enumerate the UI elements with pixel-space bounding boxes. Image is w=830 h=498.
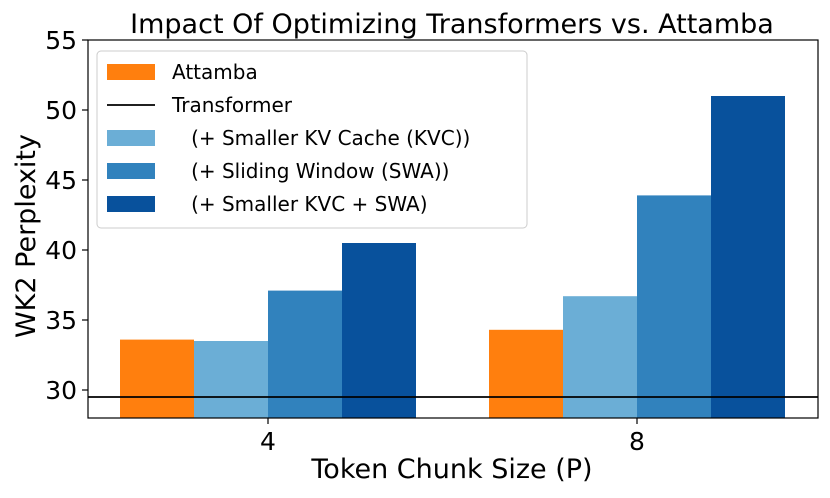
legend: Attamba Transformer (+ Smaller KV Cache (… <box>96 50 528 229</box>
y-tick-label: 50 <box>45 96 77 125</box>
bar-series-3-cat-4 <box>268 290 342 418</box>
legend-label: Transformer <box>171 93 293 117</box>
y-tick-label: 40 <box>45 236 77 265</box>
y-axis: 30 35 40 45 50 55 <box>45 26 88 405</box>
x-axis-label: Token Chunk Size (P) <box>310 454 592 485</box>
legend-swatch <box>107 64 155 80</box>
legend-label: Attamba <box>172 60 258 84</box>
legend-swatch <box>107 163 155 179</box>
legend-label: (+ Smaller KVC + SWA) <box>172 192 428 216</box>
y-tick-label: 45 <box>45 166 77 195</box>
bar-series-4-cat-8 <box>711 96 785 418</box>
legend-label: (+ Sliding Window (SWA)) <box>172 159 449 183</box>
y-tick-label: 35 <box>45 306 77 335</box>
legend-swatch <box>107 130 155 146</box>
bar-series-3-cat-8 <box>637 195 711 418</box>
bar-series-2-cat-4 <box>194 341 268 418</box>
x-tick-label: 4 <box>260 427 276 456</box>
plot-frame <box>87 39 819 419</box>
legend-box <box>96 50 528 229</box>
bar-series-1-cat-8 <box>489 329 563 418</box>
legend-swatch <box>107 196 155 212</box>
chart-title: Impact Of Optimizing Transformers vs. At… <box>130 9 774 40</box>
y-axis-label: WK2 Perplexity <box>11 134 42 338</box>
bar-series-1-cat-4 <box>120 339 194 418</box>
y-tick-label: 30 <box>45 376 77 405</box>
bar-series-4-cat-4 <box>342 243 416 418</box>
bar-series-2-cat-8 <box>563 296 637 418</box>
x-tick-label: 8 <box>629 427 645 456</box>
y-tick-label: 55 <box>45 26 77 55</box>
legend-label: (+ Smaller KV Cache (KVC)) <box>172 126 470 150</box>
